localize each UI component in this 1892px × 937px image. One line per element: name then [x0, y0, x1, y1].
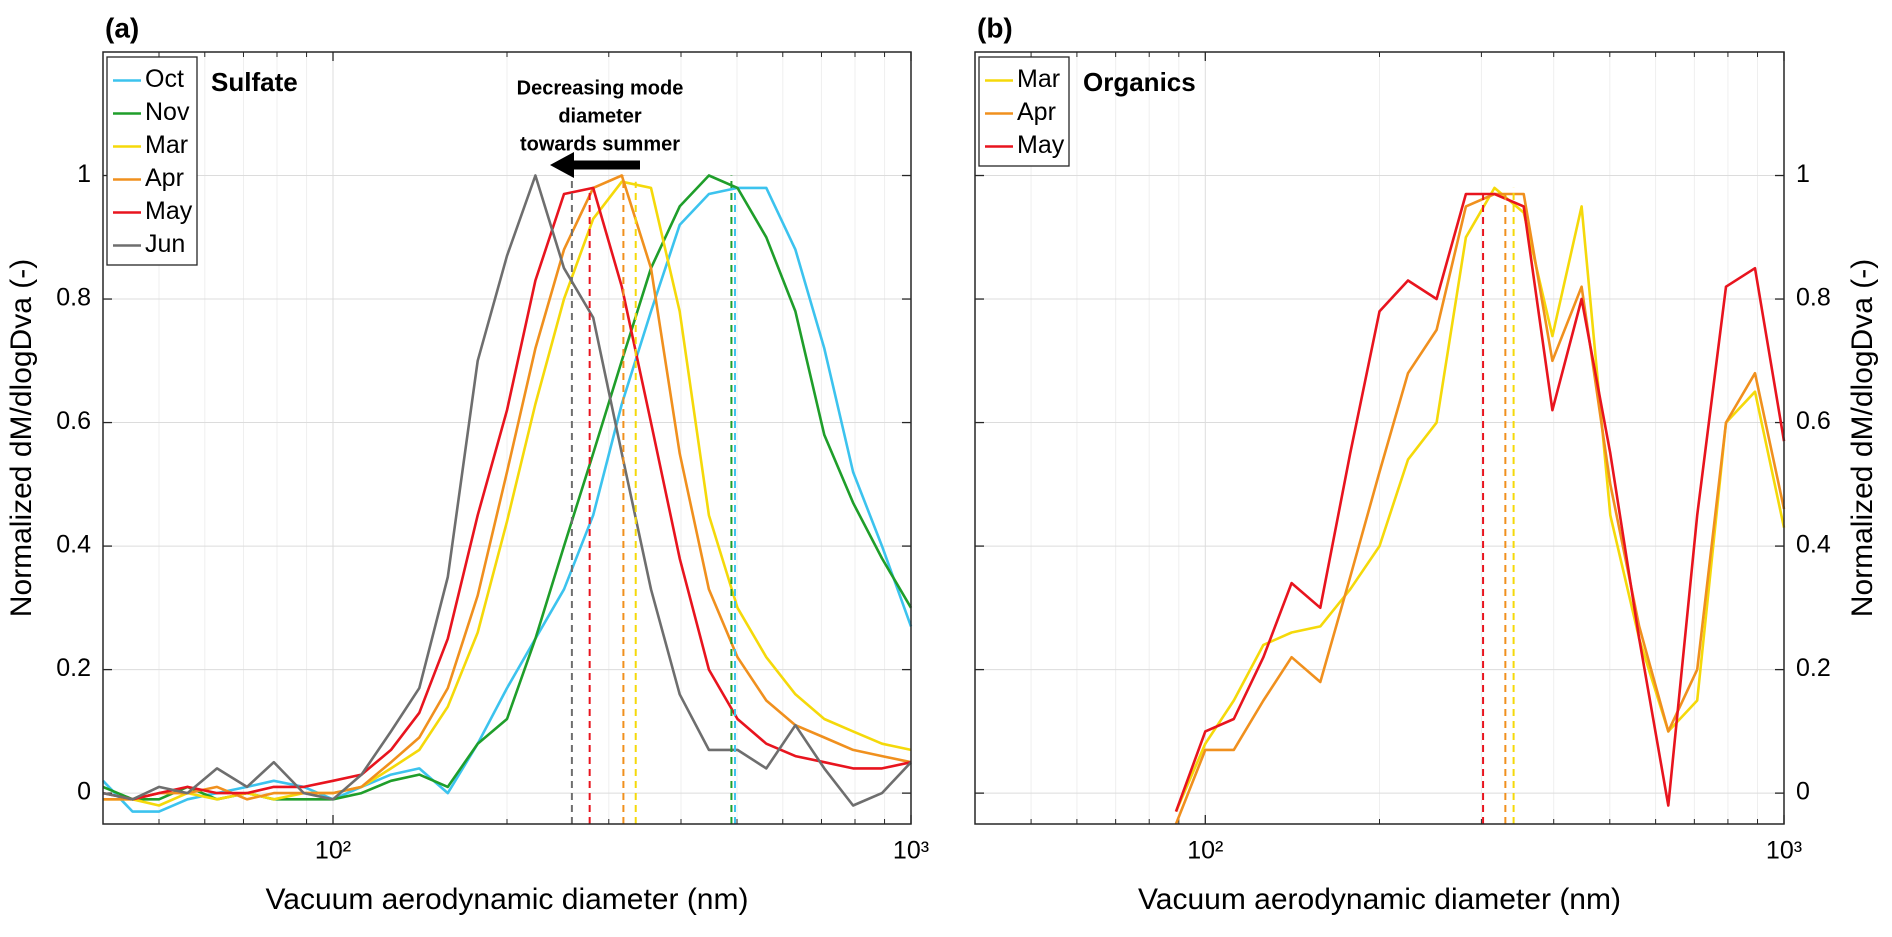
x-tick-label: 10³ [893, 837, 929, 865]
series-line [1174, 192, 1786, 813]
panel-title: (a) [105, 12, 139, 43]
axes-frame [974, 51, 1785, 825]
y-axis-label: Normalized dM/dlogDva (-) [5, 259, 38, 617]
annotation: Organics [1083, 67, 1196, 97]
arrow-head [550, 152, 574, 178]
x-tick-label: 10³ [1766, 837, 1802, 865]
legend-label: Nov [145, 98, 190, 126]
legend-label: May [145, 197, 193, 225]
panel-title: (b) [977, 12, 1013, 43]
x-axis-label: Vacuum aerodynamic diameter (nm) [266, 883, 749, 916]
series-line [102, 186, 913, 813]
legend-box [106, 56, 198, 266]
arrow-annotation: diameter [558, 105, 642, 127]
y-tick-label: 0 [77, 778, 91, 806]
annotation: Sulfate [211, 67, 298, 97]
series-line [102, 174, 912, 807]
legend-label: Mar [1017, 65, 1060, 93]
y-tick-label: 0.4 [56, 531, 91, 559]
legend-label: Apr [1017, 98, 1056, 126]
y-tick-label: 0.8 [1796, 284, 1831, 312]
series-line [102, 186, 912, 801]
y-tick-label: 0 [1796, 778, 1810, 806]
y-tick-label: 0.6 [1796, 407, 1831, 435]
legend-label: Mar [145, 131, 188, 159]
series-line [103, 174, 912, 801]
legend-label: Oct [145, 65, 184, 93]
panel: 10² 10³ 0 0.2 0.4 0.6 0.8 1 Oct Nov Mar Apr May Jun Su… [5, 12, 929, 916]
y-tick-label: 0.4 [1796, 531, 1831, 559]
series-line [1174, 186, 1786, 813]
panel: 10² 10³ 0 0.2 0.4 0.6 0.8 1 Mar Apr May Organics (b)… [974, 12, 1879, 916]
axes-frame [102, 51, 912, 825]
arrow-annotation: Decreasing mode [517, 77, 684, 99]
y-tick-label: 1 [77, 160, 91, 188]
legend-label: Apr [145, 164, 184, 192]
y-tick-label: 0.6 [56, 407, 91, 435]
legend-box [978, 56, 1070, 167]
y-tick-label: 0.8 [56, 284, 91, 312]
y-axis-label: Normalized dM/dlogDva (-) [1846, 259, 1879, 617]
arrow-annotation: towards summer [520, 133, 680, 155]
legend-label: Jun [145, 230, 185, 258]
y-tick-label: 0.2 [56, 654, 91, 682]
x-tick-label: 10² [1187, 837, 1223, 865]
y-tick-label: 1 [1796, 160, 1810, 188]
x-tick-label: 10² [315, 837, 351, 865]
legend-label: May [1017, 131, 1065, 159]
y-tick-label: 0.2 [1796, 654, 1831, 682]
series-line [1174, 192, 1786, 825]
x-axis-label: Vacuum aerodynamic diameter (nm) [1138, 883, 1621, 916]
